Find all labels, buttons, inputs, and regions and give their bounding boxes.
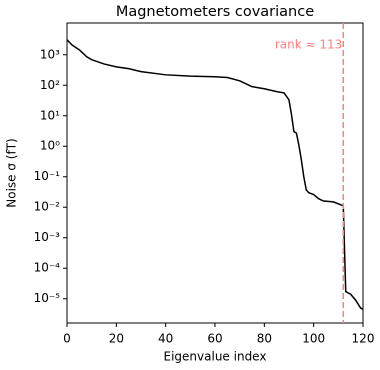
x-tick-label: 120	[352, 332, 375, 346]
x-axis-label: Eigenvalue index	[164, 350, 267, 364]
y-tick-label: 10⁻⁴	[34, 261, 61, 275]
y-tick-label: 10⁻²	[34, 200, 61, 214]
y-tick-label: 10⁻³	[34, 230, 61, 244]
x-tick-label: 20	[109, 332, 124, 346]
x-tick-label: 80	[257, 332, 272, 346]
x-tick-label: 60	[207, 332, 222, 346]
x-tick-label: 0	[63, 332, 71, 346]
y-tick-label: 10⁻¹	[34, 169, 61, 183]
chart-title: Magnetometers covariance	[116, 4, 314, 20]
y-tick-label: 10⁻⁵	[34, 291, 61, 305]
x-tick-label: 40	[158, 332, 173, 346]
y-tick-label: 10²	[40, 78, 60, 92]
y-tick-label: 10³	[40, 47, 60, 61]
rank-annotation: rank ≈ 113	[275, 38, 342, 52]
data-line	[66, 39, 364, 310]
x-tick-label: 100	[302, 332, 325, 346]
plot-frame	[66, 22, 364, 324]
y-axis-label: Noise σ (fT)	[5, 138, 19, 207]
y-tick-label: 10¹	[40, 108, 60, 122]
y-tick-label: 10⁰	[40, 139, 60, 153]
